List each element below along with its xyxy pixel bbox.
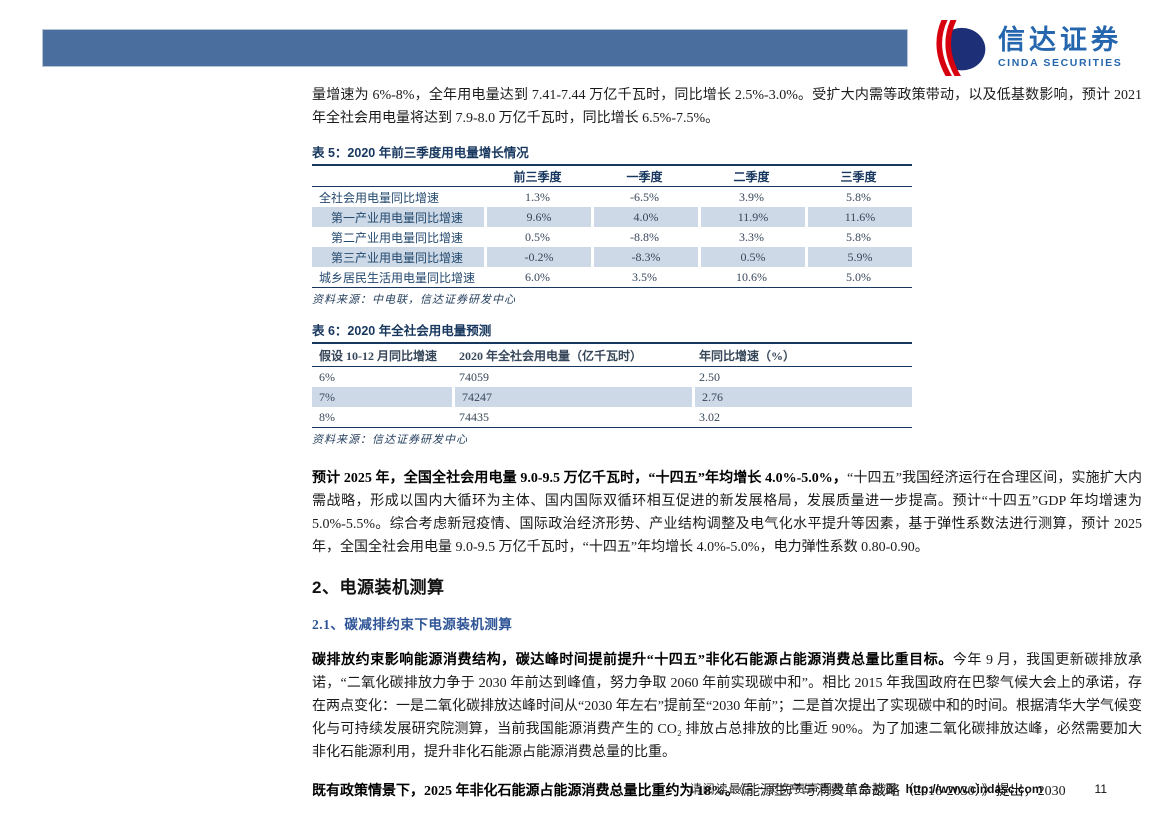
table5-block: 表 5：2020 年前三季度用电量增长情况 前三季度 一季度 二季度 三季度 全…: [312, 145, 912, 307]
cinda-logo: 信达证券 CINDA SECURITIES: [928, 18, 1143, 78]
company-url-link[interactable]: http://www.cindasc.com: [905, 782, 1043, 796]
section-heading-power-installation: 2、电源装机测算: [312, 578, 445, 597]
paragraph-electricity-forecast: 量增速为 6%-8%，全年用电量达到 7.41-7.44 万亿千瓦时，同比增长 …: [312, 88, 1142, 126]
content-column: 量增速为 6%-8%，全年用电量达到 7.41-7.44 万亿千瓦时，同比增长 …: [312, 84, 1142, 803]
table6-block: 表 6：2020 年全社会用电量预测 假设 10-12 月同比增速 2020 年…: [312, 323, 912, 447]
table5-col-q1to3: 前三季度: [513, 169, 562, 184]
table6-col-consumption: 2020 年全社会用电量（亿千瓦时）: [459, 348, 643, 363]
disclaimer-notice: 请阅读最后一页免责声明及信息披露: [689, 782, 898, 796]
table-row: 城乡居民生活用电量同比增速 6.0% 3.5% 10.6% 5.0%: [319, 269, 871, 285]
table-row: 第三产业用电量同比增速 -0.2% -8.3% 0.5% 5.9%: [312, 247, 912, 267]
table-row: 6% 74059 2.50: [319, 369, 720, 384]
table5-source: 资料来源：中电联，信达证券研发中心: [312, 294, 516, 306]
header-banner: [42, 29, 908, 67]
table-row: 8% 74435 3.02: [319, 409, 720, 424]
brand-name-en: CINDA SECURITIES: [998, 57, 1123, 70]
table6-source: 资料来源：信达证券研发中心: [312, 434, 468, 446]
table5-title: 表 5：2020 年前三季度用电量增长情况: [312, 146, 529, 160]
paragraph-2025-forecast: 预计 2025 年，全国全社会用电量 9.0-9.5 万亿千瓦时，“十四五”年均…: [312, 471, 1142, 555]
table5-col-q3: 三季度: [840, 169, 877, 184]
page-number: 11: [1094, 782, 1107, 796]
logo-text: 信达证券 CINDA SECURITIES: [998, 27, 1122, 69]
table6: 假设 10-12 月同比增速 2020 年全社会用电量（亿千瓦时） 年同比增速（…: [312, 342, 912, 428]
table-row: 7% 74247 2.76: [312, 387, 912, 407]
table-row: 第一产业用电量同比增速 9.6% 4.0% 11.9% 11.6%: [312, 207, 912, 227]
table-row: 全社会用电量同比增速 1.3% -6.5% 3.9% 5.8%: [319, 189, 871, 205]
paragraph-policy-scenario-lead: 既有政策情景下，2025 年非化石能源占能源消费总量比重约为 18%。: [312, 784, 739, 799]
table6-title: 表 6：2020 年全社会用电量预测: [312, 324, 492, 338]
paragraph-policy-scenario: 既有政策情景下，2025 年非化石能源占能源消费总量比重约为 18%。《能源生产…: [312, 784, 1066, 799]
paragraph-carbon-emission-lead: 碳排放约束影响能源消费结构，碳达峰时间提前提升“十四五”非化石能源占能源消费总量…: [312, 653, 953, 668]
table6-header-row: 假设 10-12 月同比增速 2020 年全社会用电量（亿千瓦时） 年同比增速（…: [312, 344, 912, 367]
table5-col-q2: 二季度: [733, 169, 770, 184]
table6-col-yoy: 年同比增速（%）: [699, 348, 796, 363]
paragraph-carbon-emission: 碳排放约束影响能源消费结构，碳达峰时间提前提升“十四五”非化石能源占能源消费总量…: [312, 653, 1143, 760]
paragraph-2025-forecast-lead: 预计 2025 年，全国全社会用电量 9.0-9.5 万亿千瓦时，“十四五”年均…: [312, 471, 847, 486]
page-footer: 请阅读最后一页免责声明及信息披露 http://www.cindasc.com …: [312, 780, 1107, 797]
table5-col-q1: 一季度: [626, 169, 663, 184]
table-row: 第二产业用电量同比增速 0.5% -8.8% 3.3% 5.8%: [331, 229, 871, 245]
table6-col-assumption: 假设 10-12 月同比增速: [319, 348, 437, 363]
brand-name-cn: 信达证券: [998, 25, 1122, 56]
cinda-logo-icon: [934, 20, 986, 76]
table5-header-row: 前三季度 一季度 二季度 三季度: [312, 166, 912, 187]
table5: 前三季度 一季度 二季度 三季度 全社会用电量同比增速 1.3% -6.5% 3…: [312, 164, 912, 288]
subsection-heading-carbon-constraint: 2.1、碳减排约束下电源装机测算: [312, 617, 513, 632]
